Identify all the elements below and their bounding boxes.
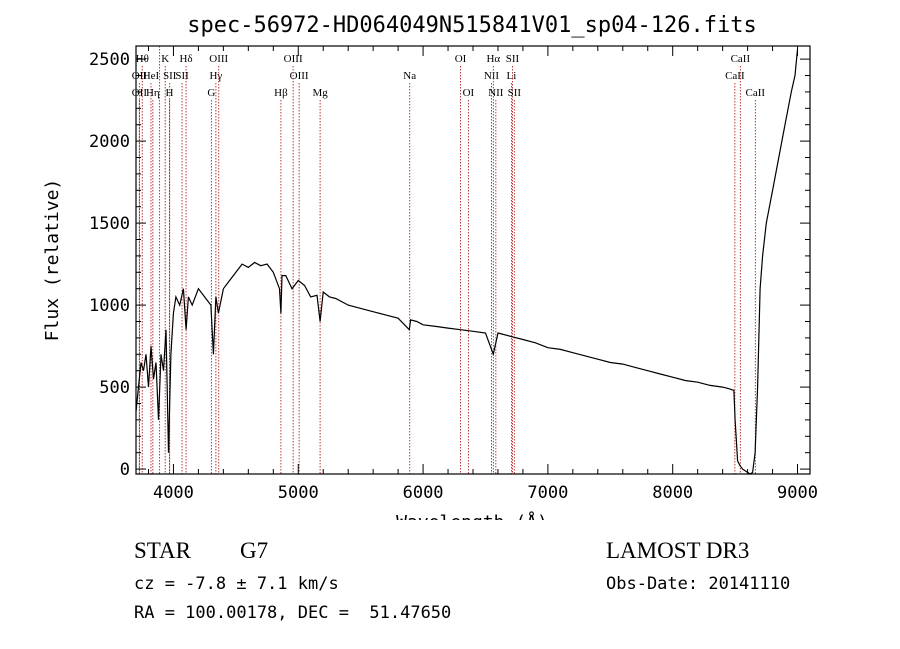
x-axis-label: Wavelength (Å) <box>396 511 548 520</box>
y-axis-label: Flux (relative) <box>42 179 63 342</box>
x-axis-ticks: 4000 5000 6000 7000 8000 9000 <box>147 46 818 503</box>
y-tick-label-4: 2000 <box>89 132 130 152</box>
line-label-29: CaII <box>746 87 766 99</box>
y-tick-label-3: 1500 <box>89 214 130 234</box>
chart-title: spec-56972-HD064049N515841V01_sp04-126.f… <box>187 13 757 38</box>
line-label-9: Hδ <box>179 53 192 65</box>
redshift-readout: cz = -7.8 ± 7.1 km/s <box>134 574 339 594</box>
line-label-8: SII <box>163 70 177 82</box>
line-markers: HθOIIOIIHeIHηKHSIIHδSIIGHγOIIIHβOIIIOIII… <box>132 46 766 474</box>
line-label-20: OI <box>463 87 475 99</box>
spectrum-chart: spec-56972-HD064049N515841V01_sp04-126.f… <box>42 13 818 520</box>
spectrum-series-line <box>135 49 799 475</box>
line-label-12: Hγ <box>209 70 222 82</box>
line-label-23: NII <box>488 87 504 99</box>
x-tick-label-2: 6000 <box>403 483 444 503</box>
line-label-6: K <box>161 53 169 65</box>
line-label-22: Hα <box>486 53 500 65</box>
coordinates: RA = 100.00178, DEC = 51.47650 <box>134 603 452 623</box>
x-tick-label-0: 4000 <box>153 483 194 503</box>
line-label-11: G <box>207 87 215 99</box>
y-tick-label-2: 1000 <box>89 296 130 316</box>
y-tick-label-0: 0 <box>120 460 130 480</box>
x-tick-label-4: 8000 <box>652 483 693 503</box>
x-tick-label-5: 9000 <box>777 483 818 503</box>
y-tick-label-1: 500 <box>99 378 130 398</box>
line-label-15: OIII <box>284 53 303 65</box>
x-tick-label-3: 7000 <box>527 483 568 503</box>
line-label-3: HeI <box>143 70 160 82</box>
line-label-24: Li <box>507 70 517 82</box>
object-subclass: G7 <box>240 538 269 563</box>
line-label-21: NII <box>484 70 500 82</box>
line-label-4: Hη <box>146 87 160 99</box>
y-axis-ticks: 0 500 1000 1500 2000 2500 <box>89 50 810 480</box>
line-label-16: OIII <box>290 70 309 82</box>
line-label-13: OIII <box>209 53 228 65</box>
line-label-14: Hβ <box>274 87 288 99</box>
line-label-26: SII <box>508 87 522 99</box>
line-label-28: CaII <box>731 53 751 65</box>
obs-date: Obs-Date: 20141110 <box>606 574 791 594</box>
line-label-19: OI <box>455 53 467 65</box>
survey-name: LAMOST DR3 <box>606 538 750 563</box>
y-tick-label-5: 2500 <box>89 50 130 70</box>
object-class: STAR <box>134 538 191 563</box>
line-label-25: SII <box>506 53 520 65</box>
x-tick-label-1: 5000 <box>278 483 319 503</box>
line-label-17: Mg <box>312 87 328 99</box>
line-label-2: OII <box>132 87 148 99</box>
line-label-10: SII <box>175 70 189 82</box>
line-label-27: CaII <box>725 70 745 82</box>
line-label-18: Na <box>403 70 416 82</box>
plot-frame <box>135 45 811 475</box>
